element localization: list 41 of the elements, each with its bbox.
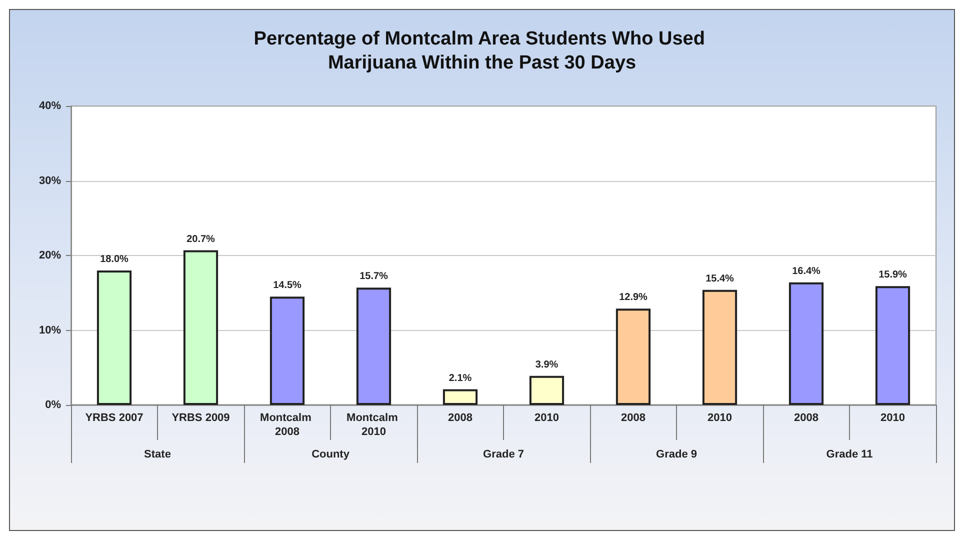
- bar: [875, 286, 910, 405]
- data-label: 15.9%: [878, 270, 908, 281]
- x-tick-label: YRBS 2007: [85, 412, 144, 424]
- x-tick-label: Montcalm 2010: [346, 412, 401, 438]
- text: State: [144, 448, 171, 460]
- text: Grade 7: [483, 448, 524, 460]
- y-tick-label: 0%: [45, 399, 62, 411]
- x-tick-label: 2010: [708, 412, 732, 424]
- bar: [96, 270, 132, 405]
- text: Grade 9: [656, 448, 697, 460]
- text: County: [312, 448, 350, 460]
- bar: [529, 376, 564, 405]
- data-label: 12.9%: [619, 292, 648, 304]
- x-tick-label: 2010: [534, 412, 559, 424]
- data-label: 3.9%: [535, 359, 558, 370]
- x-tick-label: Montcalm 2008: [260, 412, 314, 438]
- x-tick-label: 2008: [794, 412, 818, 424]
- data-label: 18.0%: [100, 254, 129, 265]
- x-tick-label: 2010: [880, 412, 905, 424]
- data-label: 20.7%: [186, 234, 216, 245]
- x-tick-label: 2008: [621, 412, 646, 424]
- data-label: 16.4%: [792, 266, 821, 277]
- bar: [442, 389, 478, 405]
- data-label: 2.1%: [448, 372, 472, 384]
- bar: [702, 290, 738, 405]
- bar: [183, 250, 218, 405]
- x-tick-label: 2008: [448, 412, 472, 424]
- data-label: 14.5%: [273, 280, 302, 292]
- text: Grade 11: [826, 448, 873, 460]
- bar: [356, 288, 392, 405]
- bar: [788, 282, 824, 405]
- data-label: 15.4%: [706, 273, 734, 284]
- y-tick-label: 10%: [38, 324, 62, 336]
- bar: [270, 296, 305, 405]
- y-tick-label: 20%: [38, 250, 62, 262]
- x-tick-label: YRBS 2009: [172, 412, 230, 424]
- data-label: 15.7%: [360, 271, 388, 282]
- y-tick-label: 30%: [38, 174, 62, 187]
- bar: [616, 308, 651, 405]
- y-tick-label: 40%: [38, 100, 62, 112]
- chart-title: Percentage of Montcalm Area Students Who Used Marijuana Within the Past 30 Days: [254, 28, 710, 74]
